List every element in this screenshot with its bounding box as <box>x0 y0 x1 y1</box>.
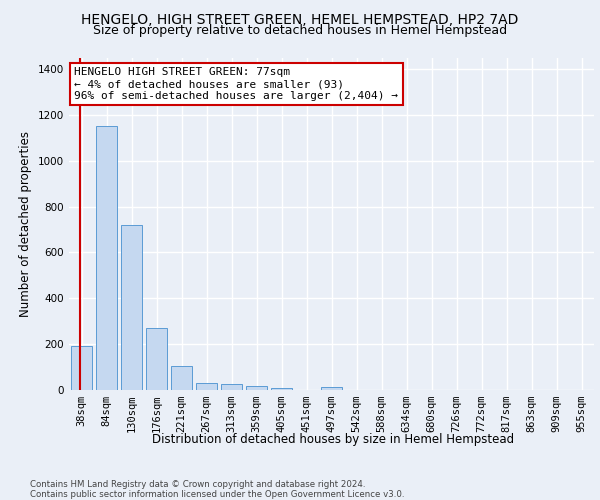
Bar <box>96 126 117 390</box>
Text: Contains HM Land Registry data © Crown copyright and database right 2024.
Contai: Contains HM Land Registry data © Crown c… <box>30 480 404 500</box>
Text: Size of property relative to detached houses in Hemel Hempstead: Size of property relative to detached ho… <box>93 24 507 37</box>
Bar <box>71 346 92 390</box>
Y-axis label: Number of detached properties: Number of detached properties <box>19 130 32 317</box>
Text: HENGELO, HIGH STREET GREEN, HEMEL HEMPSTEAD, HP2 7AD: HENGELO, HIGH STREET GREEN, HEMEL HEMPST… <box>82 12 518 26</box>
Bar <box>246 386 267 390</box>
Bar <box>321 387 342 390</box>
Bar <box>221 384 242 390</box>
Text: HENGELO HIGH STREET GREEN: 77sqm
← 4% of detached houses are smaller (93)
96% of: HENGELO HIGH STREET GREEN: 77sqm ← 4% of… <box>74 68 398 100</box>
Bar <box>121 225 142 390</box>
Bar <box>146 328 167 390</box>
Text: Distribution of detached houses by size in Hemel Hempstead: Distribution of detached houses by size … <box>152 432 514 446</box>
Bar <box>271 388 292 390</box>
Bar <box>171 366 192 390</box>
Bar <box>196 382 217 390</box>
